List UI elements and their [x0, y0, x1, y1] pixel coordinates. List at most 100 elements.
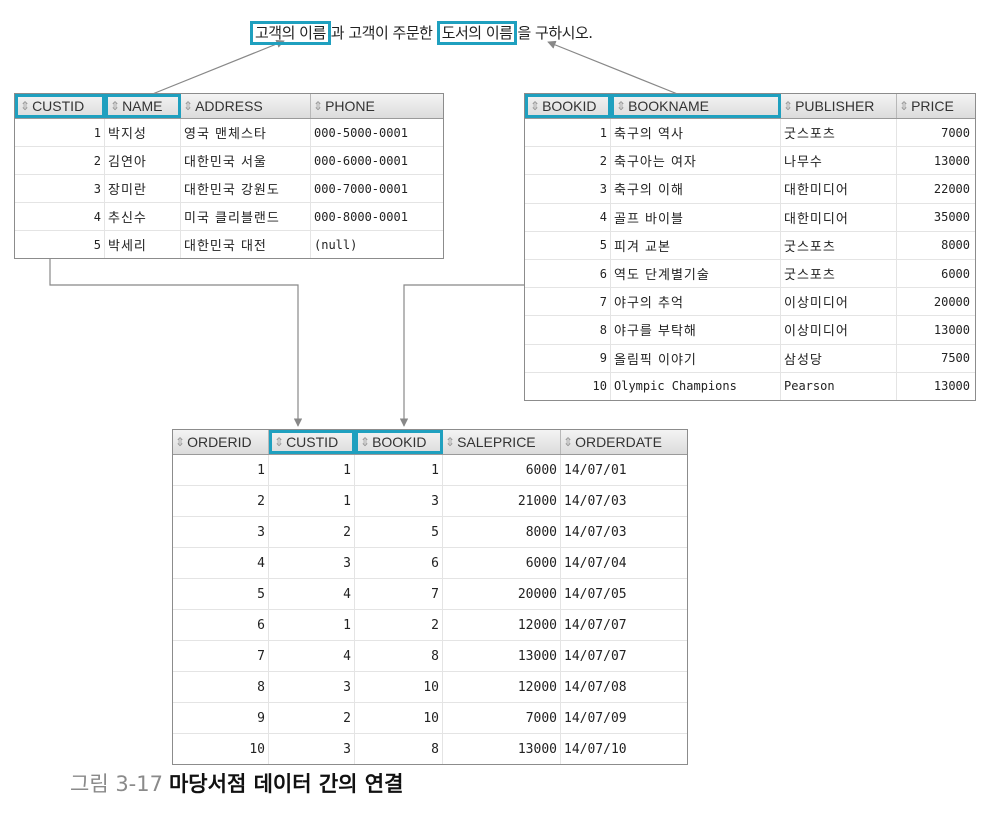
cell-publisher: 이상미디어: [781, 288, 897, 316]
cell-orderid: 8: [173, 672, 269, 702]
cell-orderid: 3: [173, 517, 269, 547]
cell-orderdate: 14/07/07: [564, 617, 627, 633]
sort-arrows-icon[interactable]: ⇕: [563, 435, 574, 449]
table-row: 1 축구의 역사 굿스포츠 7000: [525, 119, 975, 148]
cell-orderdate: 14/07/09: [564, 710, 627, 726]
cell-saleprice: 20000: [443, 579, 561, 609]
table-row: 3 2 5 8000 14/07/03: [173, 517, 687, 548]
cell-custid: 2: [269, 703, 355, 733]
sort-arrows-icon[interactable]: ⇕: [20, 99, 31, 113]
cell-custid: 1: [269, 486, 355, 516]
customer-table: ⇕ CUSTID ⇕ NAME ⇕ ADDRESS ⇕ PHONE 1 박지성 영국 맨…: [14, 93, 444, 259]
cell-bookid: 5: [525, 231, 611, 259]
cell-price: 35000: [933, 210, 970, 225]
cell-saleprice: 13000: [443, 734, 561, 764]
cell-custid: 1: [269, 455, 355, 485]
column-header-bookid[interactable]: ⇕ BOOKID: [525, 94, 611, 118]
column-header-bookname[interactable]: ⇕ BOOKNAME: [611, 94, 781, 118]
cell-price: 20000: [933, 294, 970, 309]
cell-bookid: 10: [355, 703, 443, 733]
cell-bookid: 8: [355, 641, 443, 671]
cell-phone: (null): [314, 237, 358, 252]
arrow-sentence-to-name: [149, 39, 285, 96]
cell-bookid: 5: [355, 517, 443, 547]
sort-arrows-icon[interactable]: ⇕: [183, 99, 194, 113]
column-header-price[interactable]: ⇕ PRICE: [899, 98, 954, 114]
cell-saleprice: 12000: [443, 610, 561, 640]
table-row: 7 야구의 추억 이상미디어 20000: [525, 288, 975, 317]
sort-arrows-icon[interactable]: ⇕: [783, 99, 794, 113]
cell-bookid: 3: [355, 486, 443, 516]
column-header-address[interactable]: ⇕ ADDRESS: [181, 94, 311, 118]
table-header: ⇕ ORDERID ⇕ CUSTID ⇕ BOOKID ⇕ SALEPRICE ⇕ ORD…: [173, 430, 687, 455]
column-header-custid[interactable]: ⇕ CUSTID: [15, 94, 105, 118]
cell-orderdate: 14/07/07: [564, 648, 627, 664]
question-sentence: 고객의 이름 과 고객이 주문한 도서의 이름 을 구하시오.: [250, 20, 593, 46]
cell-custid: 3: [15, 175, 105, 202]
sort-arrows-icon[interactable]: ⇕: [175, 435, 186, 449]
sort-arrows-icon[interactable]: ⇕: [616, 99, 627, 113]
column-header-name[interactable]: ⇕ NAME: [105, 94, 181, 118]
table-row: 10 Olympic Champions Pearson 13000: [525, 372, 975, 400]
table-row: 4 3 6 6000 14/07/04: [173, 548, 687, 579]
sort-arrows-icon[interactable]: ⇕: [274, 435, 285, 449]
sort-arrows-icon[interactable]: ⇕: [530, 99, 541, 113]
cell-price: 6000: [941, 266, 970, 281]
sort-arrows-icon[interactable]: ⇕: [899, 99, 910, 113]
cell-orderid: 6: [173, 610, 269, 640]
cell-orderdate: 14/07/08: [564, 679, 627, 695]
sort-arrows-icon[interactable]: ⇕: [360, 435, 371, 449]
cell-bookid: 3: [525, 175, 611, 203]
cell-publisher: 나무수: [781, 147, 897, 175]
cell-name: 박지성: [105, 119, 181, 146]
cell-price: 7000: [941, 125, 970, 140]
table-row: 4 추신수 미국 클리블랜드 000-8000-0001: [15, 203, 443, 231]
cell-bookname: 야구의 추억: [611, 288, 781, 316]
column-header-orderid[interactable]: ⇕ ORDERID: [173, 430, 269, 454]
cell-orderdate: 14/07/10: [564, 741, 627, 757]
cell-custid: 4: [15, 203, 105, 230]
table-row: 10 3 8 13000 14/07/10: [173, 734, 687, 764]
cell-bookname: 피겨 교본: [611, 231, 781, 259]
cell-bookname: 골프 바이블: [611, 203, 781, 231]
cell-name: 김연아: [105, 147, 181, 174]
cell-custid: 4: [269, 579, 355, 609]
cell-name: 장미란: [105, 175, 181, 202]
column-header-orderdate[interactable]: ⇕ ORDERDATE: [563, 434, 662, 450]
column-header-phone[interactable]: ⇕ PHONE: [313, 98, 375, 114]
cell-orderdate: 14/07/05: [564, 586, 627, 602]
cell-publisher: 대한미디어: [781, 203, 897, 231]
cell-price: 13000: [933, 379, 970, 394]
cell-price: 13000: [933, 322, 970, 337]
table-row: 4 골프 바이블 대한미디어 35000: [525, 203, 975, 232]
figure-title: 마당서점 데이터 간의 연결: [168, 772, 404, 796]
highlight-book-name: 도서의 이름: [436, 21, 518, 45]
sort-arrows-icon[interactable]: ⇕: [110, 99, 121, 113]
column-header-bookid[interactable]: ⇕ BOOKID: [355, 430, 443, 454]
figure-caption: 그림 3-17 마당서점 데이터 간의 연결: [70, 768, 403, 798]
highlight-customer-name: 고객의 이름: [250, 21, 331, 45]
cell-orderid: 10: [173, 734, 269, 764]
table-row: 8 3 10 12000 14/07/08: [173, 672, 687, 703]
column-header-custid[interactable]: ⇕ CUSTID: [269, 430, 355, 454]
cell-bookid: 2: [525, 147, 611, 175]
cell-bookname: 야구를 부탁해: [611, 316, 781, 344]
cell-custid: 1: [15, 119, 105, 146]
cell-orderid: 5: [173, 579, 269, 609]
column-header-saleprice[interactable]: ⇕ SALEPRICE: [443, 430, 561, 454]
sort-arrows-icon[interactable]: ⇕: [313, 99, 324, 113]
sentence-end: 을 구하시오.: [517, 24, 593, 42]
cell-custid: 3: [269, 734, 355, 764]
cell-bookid: 10: [525, 372, 611, 400]
cell-bookname: 축구의 역사: [611, 119, 781, 147]
column-header-publisher[interactable]: ⇕ PUBLISHER: [781, 94, 897, 118]
sort-arrows-icon[interactable]: ⇕: [445, 435, 456, 449]
table-row: 1 1 1 6000 14/07/01: [173, 455, 687, 486]
cell-publisher: 굿스포츠: [781, 259, 897, 288]
cell-name: 박세리: [105, 231, 181, 258]
cell-address: 미국 클리블랜드: [181, 203, 311, 230]
cell-bookid: 8: [355, 734, 443, 764]
cell-phone: 000-6000-0001: [314, 153, 408, 168]
arrow-bookid-link: [399, 284, 533, 427]
cell-saleprice: 13000: [443, 641, 561, 671]
